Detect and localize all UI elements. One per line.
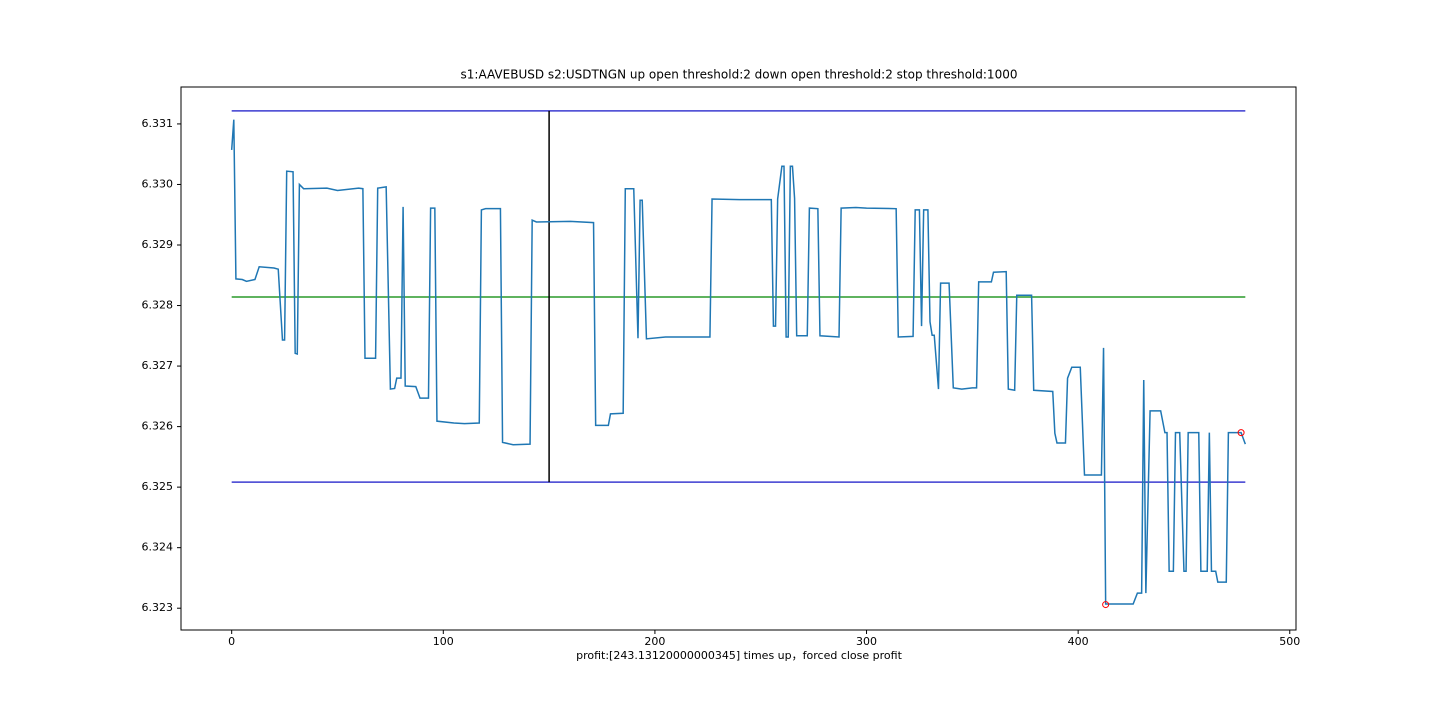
y-tick-label: 6.331 [142,117,174,130]
x-tick-label: 400 [1068,635,1089,648]
y-tick-label: 6.328 [142,299,174,312]
marker [1237,429,1245,437]
x-tick-label: 300 [856,635,877,648]
x-axis-label: profit:[243.13120000000345] times up，for… [576,649,902,662]
x-tick-label: 0 [228,635,235,648]
x-tick-label: 100 [433,635,454,648]
y-tick-label: 6.325 [142,480,174,493]
x-tick-label: 200 [644,635,665,648]
plot-frame [180,86,1297,631]
y-tick-label: 6.326 [142,420,174,433]
y-tick-label: 6.330 [142,177,174,190]
y-tick-label: 6.324 [142,541,174,554]
chart-title: s1:AAVEBUSD s2:USDTNGN up open threshold… [461,68,1018,82]
marker [1102,601,1110,609]
y-tick-label: 6.323 [142,601,174,614]
y-tick-label: 6.327 [142,359,174,372]
line-series [230,119,1247,605]
x-tick-label: 500 [1279,635,1300,648]
y-tick-label: 6.329 [142,238,174,251]
